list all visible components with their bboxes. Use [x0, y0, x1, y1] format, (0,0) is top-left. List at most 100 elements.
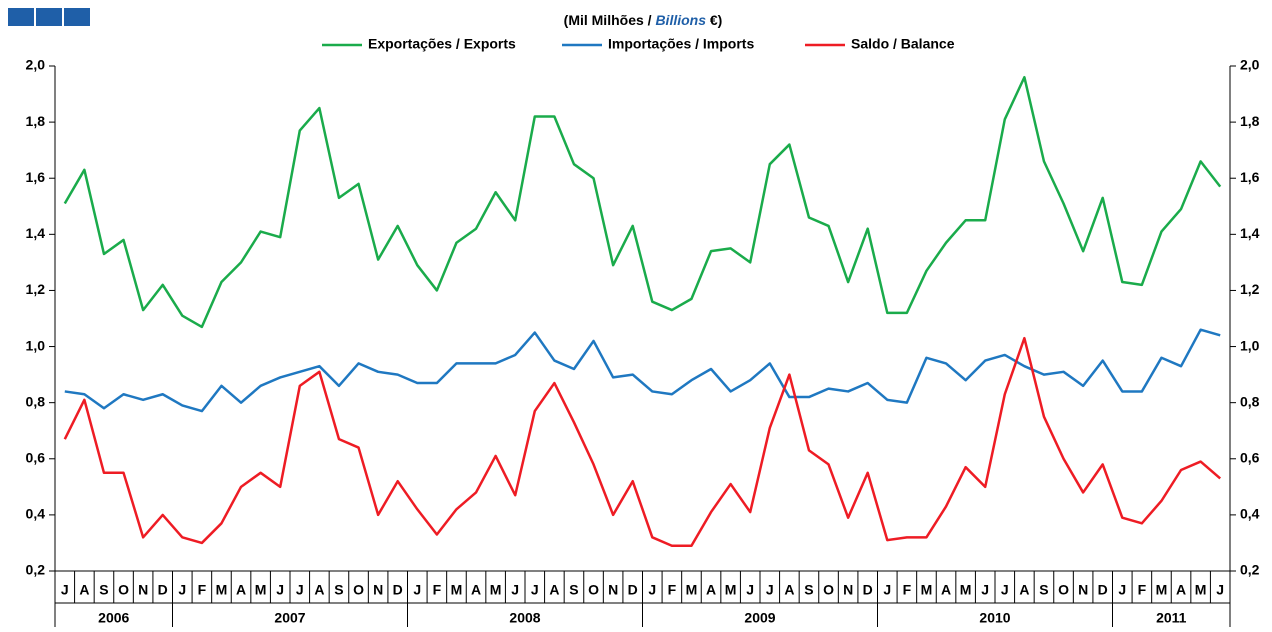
x-tick-label: M	[686, 582, 698, 598]
x-tick-label: A	[314, 582, 324, 598]
x-tick-label: J	[746, 582, 754, 598]
x-tick-label: J	[531, 582, 539, 598]
x-tick-label: F	[198, 582, 207, 598]
x-tick-label: D	[1098, 582, 1108, 598]
x-tick-label: O	[118, 582, 129, 598]
x-tick-label: J	[61, 582, 69, 598]
y2-tick-label: 0,2	[1240, 562, 1260, 578]
year-label: 2008	[509, 610, 540, 626]
x-tick-label: J	[883, 582, 891, 598]
y-tick-label: 2,0	[26, 57, 46, 73]
x-tick-label: A	[549, 582, 559, 598]
x-tick-label: J	[511, 582, 519, 598]
y-tick-label: 0,4	[26, 506, 46, 522]
x-tick-label: J	[276, 582, 284, 598]
subtitle-part: (Mil Milhões /	[564, 12, 656, 28]
y-tick-label: 1,0	[26, 337, 46, 353]
x-tick-label: J	[178, 582, 186, 598]
x-tick-label: J	[648, 582, 656, 598]
x-tick-label: S	[99, 582, 108, 598]
legend-label: Importações / Imports	[608, 36, 754, 52]
x-tick-label: D	[158, 582, 168, 598]
x-tick-label: D	[863, 582, 873, 598]
x-tick-label: M	[725, 582, 737, 598]
logo-block	[36, 8, 62, 26]
x-tick-label: J	[766, 582, 774, 598]
x-tick-label: M	[1156, 582, 1168, 598]
x-tick-label: M	[255, 582, 267, 598]
legend-label: Exportações / Exports	[368, 36, 516, 52]
x-tick-label: A	[1176, 582, 1186, 598]
x-tick-label: A	[471, 582, 481, 598]
y2-tick-label: 1,8	[1240, 113, 1260, 129]
y2-tick-label: 1,4	[1240, 225, 1260, 241]
y-tick-label: 1,4	[26, 225, 46, 241]
x-tick-label: N	[138, 582, 148, 598]
subtitle-part: Billions	[655, 12, 706, 28]
y2-tick-label: 1,6	[1240, 169, 1260, 185]
x-tick-label: M	[1195, 582, 1207, 598]
y-tick-label: 1,6	[26, 169, 46, 185]
logo-block	[64, 8, 90, 26]
x-tick-label: J	[1001, 582, 1009, 598]
x-tick-label: J	[981, 582, 989, 598]
x-tick-label: J	[1118, 582, 1126, 598]
x-tick-label: J	[296, 582, 304, 598]
x-tick-label: J	[1216, 582, 1224, 598]
x-tick-label: M	[216, 582, 228, 598]
logo-block	[8, 8, 34, 26]
y-tick-label: 0,6	[26, 449, 46, 465]
x-tick-label: F	[668, 582, 677, 598]
series-line	[63, 75, 1222, 329]
x-tick-label: O	[1058, 582, 1069, 598]
x-tick-label: M	[451, 582, 463, 598]
chart-subtitle: (Mil Milhões / Billions €)	[564, 12, 723, 28]
x-tick-label: N	[373, 582, 383, 598]
x-tick-label: O	[353, 582, 364, 598]
x-tick-label: A	[941, 582, 951, 598]
year-label: 2007	[274, 610, 305, 626]
legend-label: Saldo / Balance	[851, 36, 955, 52]
x-tick-label: S	[569, 582, 578, 598]
series-line	[64, 328, 1221, 413]
y2-tick-label: 1,0	[1240, 337, 1260, 353]
x-tick-label: A	[784, 582, 794, 598]
x-tick-label: O	[823, 582, 834, 598]
x-tick-label: A	[79, 582, 89, 598]
x-tick-label: D	[628, 582, 638, 598]
year-label: 2011	[1156, 610, 1187, 626]
subtitle-part: €)	[706, 12, 722, 28]
year-label: 2009	[744, 610, 775, 626]
x-tick-label: S	[334, 582, 343, 598]
x-tick-label: D	[393, 582, 403, 598]
y-tick-label: 1,2	[26, 281, 46, 297]
y2-tick-label: 1,2	[1240, 281, 1260, 297]
y2-tick-label: 2,0	[1240, 57, 1260, 73]
x-tick-label: M	[921, 582, 933, 598]
y-tick-label: 0,8	[26, 393, 46, 409]
x-tick-label: M	[960, 582, 972, 598]
year-label: 2006	[98, 610, 129, 626]
x-tick-label: F	[433, 582, 442, 598]
y-tick-label: 1,8	[26, 113, 46, 129]
y2-tick-label: 0,4	[1240, 506, 1260, 522]
x-tick-label: M	[490, 582, 502, 598]
y2-tick-label: 0,8	[1240, 393, 1260, 409]
x-tick-label: N	[608, 582, 618, 598]
x-tick-label: F	[903, 582, 912, 598]
x-tick-label: F	[1138, 582, 1147, 598]
x-tick-label: S	[1039, 582, 1048, 598]
year-label: 2010	[979, 610, 1010, 626]
series-line	[63, 336, 1222, 547]
x-tick-label: A	[1019, 582, 1029, 598]
x-tick-label: N	[1078, 582, 1088, 598]
x-tick-label: N	[843, 582, 853, 598]
x-tick-label: S	[804, 582, 813, 598]
x-tick-label: A	[706, 582, 716, 598]
y-tick-label: 0,2	[26, 562, 46, 578]
x-tick-label: O	[588, 582, 599, 598]
y2-tick-label: 0,6	[1240, 449, 1260, 465]
x-tick-label: J	[413, 582, 421, 598]
x-tick-label: A	[236, 582, 246, 598]
